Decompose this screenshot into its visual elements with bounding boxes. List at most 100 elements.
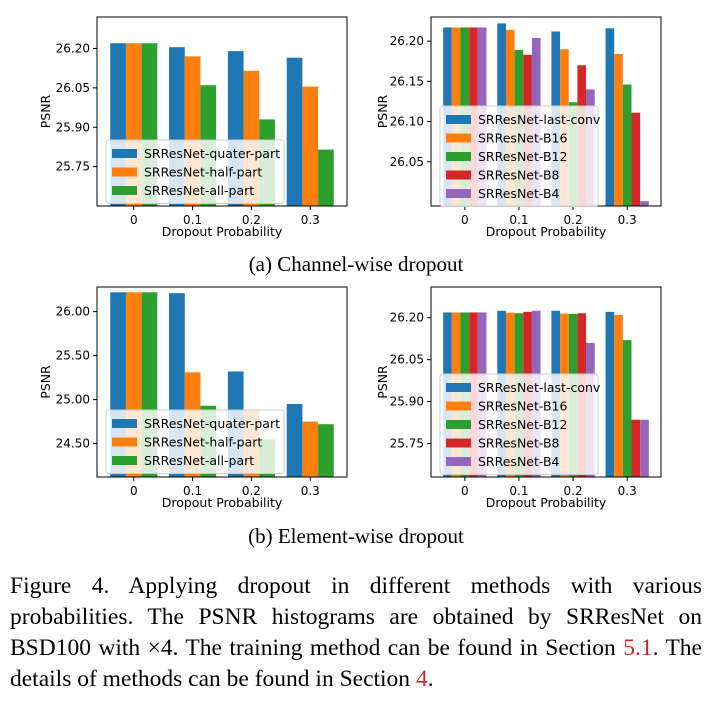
legend-label: SRResNet-half-part <box>144 435 262 450</box>
y-tick-label: 26.05 <box>390 155 424 169</box>
legend-swatch-srresnet-half-part <box>112 437 137 447</box>
legend-label: SRResNet-B12 <box>478 149 567 164</box>
bar-srresnet-all-part-0.3 <box>318 149 334 206</box>
y-tick-label: 24.50 <box>56 437 90 451</box>
legend-label: SRResNet-last-conv <box>478 380 601 395</box>
legend-box <box>105 139 285 204</box>
y-tick-label: 25.90 <box>56 120 90 134</box>
y-axis-label: PSNR <box>38 365 53 399</box>
legend-swatch-srresnet-b4 <box>446 189 471 198</box>
x-tick-label: 0.3 <box>301 213 320 227</box>
legend: SRResNet-quater-part SRResNet-half-part SR… <box>105 409 285 474</box>
y-tick-label: 26.10 <box>390 115 424 129</box>
figure-caption: Figure 4. Applying dropout in different … <box>10 571 702 695</box>
x-tick-label: 0.3 <box>301 484 320 498</box>
legend-label: SRResNet-B8 <box>478 168 560 183</box>
bar-srresnet-b12-0.3 <box>622 84 632 206</box>
x-tick-label: 0.2 <box>564 213 583 227</box>
legend-label: SRResNet-B16 <box>478 399 567 414</box>
legend-swatch-srresnet-b12 <box>446 152 471 161</box>
x-tick-label: 0.2 <box>242 484 261 498</box>
bar-srresnet-last-conv-0.3 <box>605 28 615 207</box>
x-tick-label: 0.2 <box>242 213 261 227</box>
y-tick-label: 25.75 <box>390 436 424 450</box>
legend-swatch-srresnet-b16 <box>446 401 471 411</box>
chart-element-wise-methods: 0 0.1 0.2 0.3 26.00 25.50 25.00 24.50 Dropout Pr… <box>38 286 348 510</box>
y-axis-label: PSNR <box>38 94 53 128</box>
y-tick-label: 26.20 <box>390 311 424 325</box>
chart-element-wise-layers: 0 0.1 0.2 0.3 26.20 26.05 25.90 25.75 Dropout Pr… <box>375 286 662 510</box>
legend-label: SRResNet-half-part <box>144 165 262 180</box>
legend-label: SRResNet-B4 <box>478 186 560 201</box>
bar-srresnet-b4-0.3 <box>640 419 649 477</box>
y-axis-label: PSNR <box>375 94 390 128</box>
legend-swatch-srresnet-b12 <box>446 420 471 429</box>
section-link-4[interactable]: 4 <box>415 666 428 692</box>
legend-box <box>439 105 599 207</box>
x-tick-label: 0.1 <box>509 213 528 227</box>
y-tick-label: 26.20 <box>56 42 90 56</box>
plot-frame <box>96 16 348 207</box>
legend: SRResNet-quater-part SRResNet-half-part SR… <box>105 139 285 204</box>
legend-label: SRResNet-all-part <box>144 453 254 468</box>
legend-swatch-srresnet-quater-part <box>112 419 137 428</box>
caption-text-3: . <box>427 666 434 692</box>
x-axis-label: Dropout Probability <box>486 224 607 239</box>
chart-channel-wise-layers: 0 0.1 0.2 0.3 26.20 26.15 26.10 26.05 Dropout Pr… <box>375 16 662 239</box>
legend-swatch-srresnet-b16 <box>446 133 471 143</box>
bar-srresnet-b16-0.3 <box>614 314 623 477</box>
chart-channel-wise-methods: 0 0.1 0.2 0.3 26.20 26.05 25.90 25.75 Dropout Pr… <box>38 16 348 239</box>
plot-frame <box>96 286 348 478</box>
legend-label: SRResNet-B12 <box>478 417 567 432</box>
caption-text-2: . The details of methods can be found in… <box>10 635 702 692</box>
x-axis-label: Dropout Probability <box>162 495 283 510</box>
section-link-5-1[interactable]: 5.1 <box>623 635 653 661</box>
bar-srresnet-half-part-0.3 <box>302 86 319 206</box>
legend-swatch-srresnet-all-part <box>112 186 137 195</box>
y-tick-label: 26.05 <box>56 81 90 95</box>
x-tick-label: 0.3 <box>618 484 637 498</box>
y-tick-label: 25.90 <box>390 395 424 409</box>
legend-label: SRResNet-B4 <box>478 454 560 469</box>
subcaption-a: (a) Channel-wise dropout <box>248 252 464 276</box>
legend-label: SRResNet-B8 <box>478 436 560 451</box>
legend-swatch-srresnet-half-part <box>112 167 137 177</box>
y-tick-label: 26.20 <box>390 34 424 48</box>
legend-label: SRResNet-quater-part <box>144 146 280 161</box>
x-tick-label: 0.3 <box>618 213 637 227</box>
y-tick-label: 25.50 <box>56 349 90 363</box>
bar-srresnet-b8-0.3 <box>631 112 641 206</box>
bar-srresnet-all-part-0.3 <box>318 424 334 477</box>
legend-swatch-srresnet-last-conv <box>446 383 471 392</box>
y-tick-label: 26.15 <box>390 74 424 88</box>
plot-frame <box>430 286 662 478</box>
legend-swatch-srresnet-b8 <box>446 438 471 448</box>
legend-swatch-srresnet-last-conv <box>446 115 471 124</box>
legend-swatch-srresnet-b4 <box>446 457 471 466</box>
legend-label: SRResNet-B16 <box>478 131 567 146</box>
x-tick-label: 0.2 <box>564 484 583 498</box>
x-tick-label: 0 <box>130 484 138 498</box>
legend-label: SRResNet-all-part <box>144 183 254 198</box>
x-tick-label: 0.1 <box>183 484 202 498</box>
x-tick-label: 0 <box>461 484 469 498</box>
y-tick-label: 26.00 <box>56 305 90 319</box>
x-axis-label: Dropout Probability <box>486 495 607 510</box>
y-axis-label: PSNR <box>375 365 390 399</box>
bar-srresnet-last-conv-0.3 <box>605 311 615 477</box>
bar-srresnet-b12-0.3 <box>622 340 632 477</box>
bar-srresnet-b4-0.3 <box>640 201 649 206</box>
y-tick-label: 25.75 <box>56 160 90 174</box>
x-tick-label: 0 <box>130 213 138 227</box>
legend-box <box>105 409 285 474</box>
legend-label: SRResNet-quater-part <box>144 416 280 431</box>
legend-swatch-srresnet-b8 <box>446 170 471 180</box>
y-tick-label: 25.00 <box>56 393 90 407</box>
legend-box <box>439 373 599 475</box>
legend-swatch-srresnet-all-part <box>112 456 137 465</box>
bar-srresnet-quater-part-0.3 <box>286 57 303 206</box>
legend-label: SRResNet-last-conv <box>478 112 601 127</box>
bar-srresnet-quater-part-0.3 <box>286 403 303 477</box>
legend: SRResNet-last-conv SRResNet-B16 SRResNet-B… <box>439 105 601 207</box>
